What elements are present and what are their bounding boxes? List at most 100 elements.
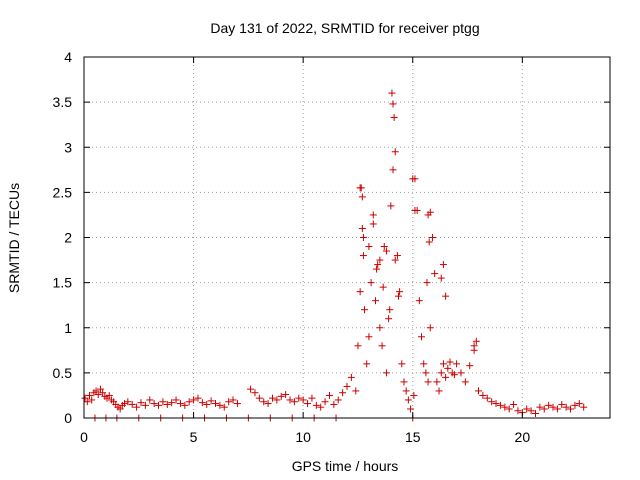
data-point <box>422 369 430 377</box>
data-point <box>388 89 396 97</box>
data-point <box>488 398 496 406</box>
data-point <box>105 391 113 399</box>
data-point <box>410 391 418 399</box>
data-point <box>382 247 390 255</box>
data-point <box>396 288 404 296</box>
data-point <box>374 261 382 269</box>
data-point <box>181 401 189 409</box>
plot-frame <box>83 56 611 419</box>
data-point <box>358 224 366 232</box>
data-point <box>373 265 381 273</box>
data-point <box>395 292 403 300</box>
data-point <box>492 400 500 408</box>
y-tick-label: 4 <box>64 49 72 65</box>
data-point <box>321 398 329 406</box>
data-point <box>159 398 167 406</box>
data-point <box>365 333 373 341</box>
data-point <box>424 378 432 386</box>
data-point <box>83 398 91 406</box>
data-point <box>124 398 132 406</box>
data-point <box>369 220 377 228</box>
data-point <box>446 358 454 366</box>
x-axis-label: GPS time / hours <box>292 458 399 474</box>
data-point <box>439 261 447 269</box>
data-point <box>268 394 276 402</box>
data-point <box>133 403 141 411</box>
data-point <box>435 387 443 395</box>
data-point <box>567 405 575 413</box>
data-point <box>425 238 433 246</box>
data-point <box>386 306 394 314</box>
data-point <box>387 202 395 210</box>
data-point <box>390 113 398 121</box>
data-point <box>137 399 145 407</box>
data-point <box>207 397 215 405</box>
axis-tick-labels: 0 0.5 1 1.5 2 2.5 3 3.5 4 0 5 10 15 20 <box>53 49 531 445</box>
data-point <box>352 387 360 395</box>
chart-title: Day 131 of 2022, SRMTID for receiver ptg… <box>210 20 479 36</box>
data-point <box>94 391 102 399</box>
data-point <box>483 394 491 402</box>
data-point <box>479 391 487 399</box>
data-point <box>391 148 399 156</box>
x-tick-label: 0 <box>80 429 88 445</box>
data-point <box>545 401 553 409</box>
data-point <box>540 405 548 413</box>
data-point <box>461 378 469 386</box>
data-point <box>453 360 461 368</box>
data-point <box>472 337 480 345</box>
data-point <box>376 256 384 264</box>
data-point <box>198 399 206 407</box>
data-point <box>325 391 333 399</box>
data-point <box>247 385 255 393</box>
data-point <box>553 405 561 413</box>
data-point <box>466 362 474 370</box>
data-point <box>510 400 518 408</box>
data-point <box>418 333 426 341</box>
data-point <box>361 306 369 314</box>
data-point <box>155 401 163 409</box>
grid <box>84 57 610 418</box>
data-point <box>216 401 224 409</box>
data-point <box>437 369 445 377</box>
data-point <box>444 364 452 372</box>
data-point <box>359 252 367 260</box>
data-point <box>347 373 355 381</box>
data-marks <box>81 89 588 422</box>
data-point <box>96 385 104 393</box>
data-point <box>371 297 379 305</box>
data-point <box>99 389 107 397</box>
data-point <box>356 184 364 192</box>
y-tick-label: 0.5 <box>53 365 73 381</box>
data-point <box>382 369 390 377</box>
x-tick-label: 10 <box>295 429 311 445</box>
data-point <box>295 394 303 402</box>
data-point <box>334 396 342 404</box>
x-tick-label: 5 <box>190 429 198 445</box>
x-tick-label: 20 <box>515 429 531 445</box>
data-point <box>457 369 465 377</box>
data-point <box>379 283 387 291</box>
data-point <box>229 396 237 404</box>
data-point <box>431 270 439 278</box>
data-point <box>407 405 415 413</box>
data-point <box>146 396 154 404</box>
y-tick-label: 1.5 <box>53 275 73 291</box>
data-point <box>496 401 504 409</box>
data-point <box>354 342 362 350</box>
data-point <box>330 400 338 408</box>
data-point <box>411 206 419 214</box>
data-point <box>304 400 312 408</box>
data-point <box>501 403 509 411</box>
data-point <box>531 409 539 417</box>
data-point <box>389 166 397 174</box>
data-point <box>527 407 535 415</box>
data-point <box>121 400 129 408</box>
data-point <box>308 394 316 402</box>
data-point <box>378 342 386 350</box>
data-point <box>439 360 447 368</box>
data-point <box>385 315 393 323</box>
y-tick-label: 3 <box>64 139 72 155</box>
data-point <box>571 401 579 409</box>
data-point <box>273 396 281 404</box>
